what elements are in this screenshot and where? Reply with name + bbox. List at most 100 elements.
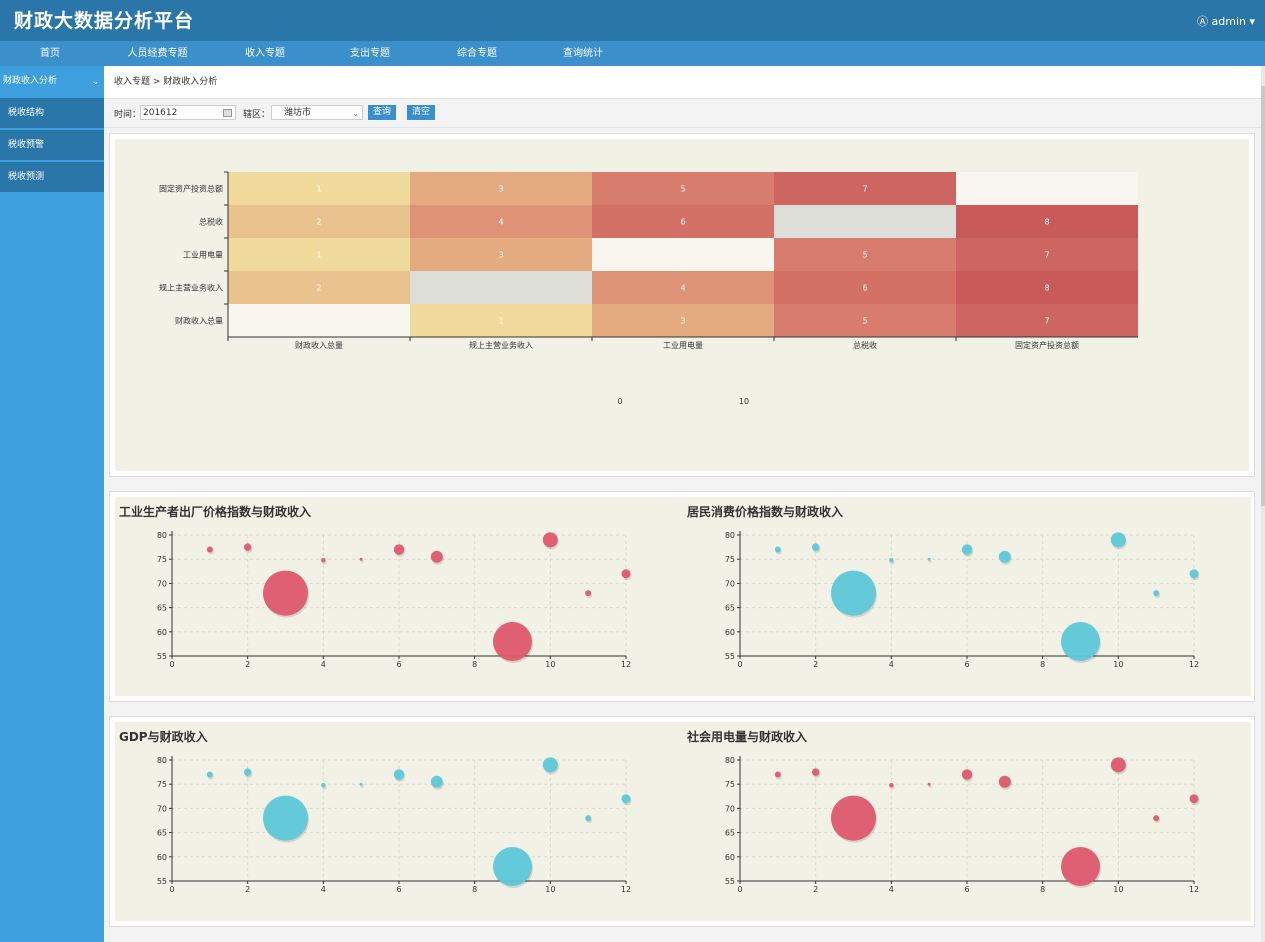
heatmap-cell-label: 8 [1044,284,1049,293]
heatmap-cell [592,205,774,238]
query-button[interactable]: 查询 [368,105,397,120]
bubble-point [263,570,308,616]
caret-down-icon: ▾ [1249,15,1255,28]
bubble-point [998,775,1011,788]
heatmap-x-tick-label: 规上主营业务收入 [469,340,533,350]
heatmap-cell [956,304,1138,337]
sidebar-item-tax-forecast[interactable]: 税收预测 [0,162,104,193]
bubble-point [585,590,592,597]
bubble-point [774,771,781,778]
bubble-point [493,846,532,886]
heatmap-x-tick-label: 固定资产投资总额 [1015,340,1079,350]
nav-item-expenditure[interactable]: 支出专题 [350,48,390,59]
scatter-chart-cpi: 55 60 65 70 75 80 0 2 4 6 8 10 12 [725,531,1200,669]
scatter-chart-ppi: 55 60 65 70 75 80 0 2 4 6 8 10 12 [157,531,632,669]
breadcrumb: 收入专题 > 财政收入分析 [104,66,1265,99]
chevron-down-icon: ⌄ [352,109,359,118]
time-input[interactable]: 201612 [140,105,236,120]
sidebar-item-tax-structure[interactable]: 税收结构 [0,98,104,129]
nav-item-personnel[interactable]: 人员经费专题 [127,48,188,59]
bubble-point [1189,569,1199,579]
x-tick-label: 4 [321,885,326,894]
x-tick-label: 10 [545,885,555,894]
heatmap-cell-label: 5 [862,317,867,326]
x-tick-label: 12 [621,660,631,669]
bubble-point [774,546,781,553]
sidebar-group-label: 财政收入分析 [3,76,58,86]
nav-item-query[interactable]: 查询统计 [563,48,603,59]
x-tick-label: 0 [737,660,742,669]
page-scrollbar[interactable] [1261,66,1265,942]
x-tick-label: 8 [1040,660,1045,669]
heatmap-cell-label: 1 [498,317,503,326]
y-tick-label: 70 [725,579,735,588]
heatmap-cell-label: 1 [316,185,321,194]
bubble-point [811,543,820,551]
bubble-point [542,532,558,548]
heatmap-cell-label: 8 [1044,218,1049,227]
nav-item-revenue[interactable]: 收入专题 [245,48,285,59]
nav-item-home[interactable]: 首页 [40,48,60,59]
scatter-chart-electricity: 55 60 65 70 75 80 0 2 4 6 8 10 12 [725,756,1200,894]
chart-title-cpi: 居民消费价格指数与财政收入 [687,505,844,519]
x-tick-label: 12 [1189,885,1199,894]
heatmap-y-tick-label: 财政收入总量 [175,316,223,326]
bubble-point [1153,815,1160,822]
scatter-chart-gdp: 55 60 65 70 75 80 0 2 4 6 8 10 12 [157,756,632,894]
x-tick-label: 8 [472,885,477,894]
heatmap-cell [228,238,410,271]
sidebar-item-tax-warning[interactable]: 税收预警 [0,130,104,161]
heatmap-cell-label: 5 [862,251,867,260]
nav-item-comprehensive[interactable]: 综合专题 [457,48,497,59]
clear-button[interactable]: 清空 [407,105,436,120]
calendar-icon[interactable] [223,109,232,117]
bubble-point [321,782,326,788]
main-content: 收入专题 > 财政收入分析 时间： 201612 辖区： 潍坊市 ⌄ 查询 清空… [104,66,1265,942]
x-tick-label: 2 [813,660,818,669]
user-menu[interactable]: Ⓐ admin ▾ [1197,13,1255,29]
x-tick-label: 0 [169,660,174,669]
bubble-point [359,782,363,786]
bubble-point [263,795,308,841]
heatmap-cell-label: 3 [680,317,685,326]
heatmap-x-tick-label: 工业用电量 [663,340,703,350]
x-tick-label: 0 [737,885,742,894]
heatmap-cell-label: 7 [862,185,867,194]
heatmap-cell-label: 5 [680,185,685,194]
y-tick-label: 80 [157,756,167,765]
heatmap-cell [228,271,410,304]
scatter-area-ppi: 工业生产者出厂价格指数与财政收入 55 60 65 70 75 80 0 2 4 6 8 10 12 [115,497,683,696]
heatmap-cell [410,205,592,238]
x-tick-label: 10 [545,660,555,669]
y-tick-label: 70 [725,804,735,813]
y-tick-label: 80 [725,531,735,540]
scatter-area-gdp: GDP与财政收入 55 60 65 70 75 80 0 2 4 6 8 10 12 [115,722,683,921]
heatmap-cell [410,304,592,337]
bubble-point [359,557,363,561]
heatmap-cell [592,238,774,271]
heatmap-cell [774,271,956,304]
scrollbar-thumb[interactable] [1261,86,1265,506]
time-value: 201612 [143,108,178,118]
bubble-point [321,557,326,563]
heatmap-cell-label: 4 [680,284,685,293]
heatmap-area: 1 3 5 7 2 4 6 8 1 3 5 7 2 4 6 8 1 3 5 7 财政收入总量 规上主营业务收入 工业用电量总… [115,139,1249,471]
y-tick-label: 60 [157,628,167,637]
bubble-point [889,782,894,788]
heatmap-cell [956,238,1138,271]
bubble-point [889,557,894,563]
region-select[interactable]: 潍坊市 ⌄ [271,105,363,120]
bubble-point [1110,532,1126,548]
user-name: admin [1211,15,1246,28]
heatmap-cell [228,304,410,337]
sidebar-group-revenue-analysis[interactable]: 财政收入分析 ⌄ [0,66,104,97]
bubble-point [393,544,405,555]
filter-bar: 时间： 201612 辖区： 潍坊市 ⌄ 查询 清空 [104,100,1265,128]
visual-map-min-label: 0 [617,397,622,406]
heatmap-y-tick-label: 规上主营业务收入 [159,283,223,293]
x-tick-label: 10 [1113,660,1123,669]
heatmap-cell-label: 3 [498,251,503,260]
x-tick-label: 6 [396,660,401,669]
bubble-point [1153,590,1160,597]
y-tick-label: 80 [725,756,735,765]
